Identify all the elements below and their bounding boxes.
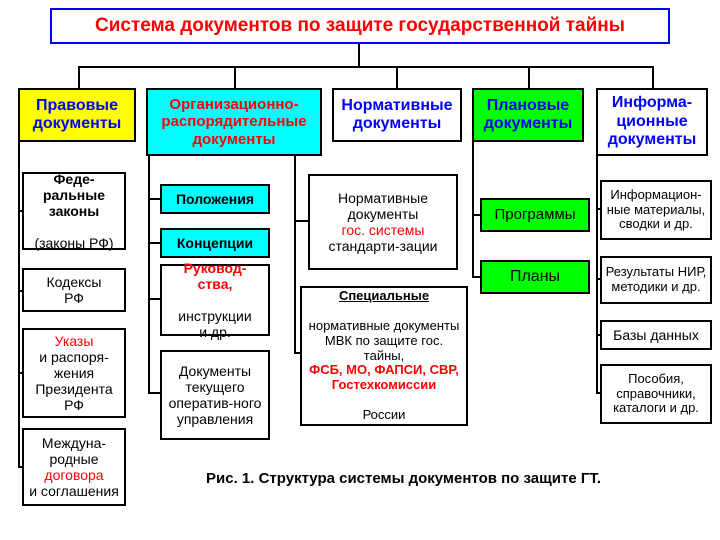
main-cat-0: Правовые документы (18, 88, 136, 142)
norm-box-0: Нормативные документы гос. системы станд… (308, 174, 458, 270)
legal-box-0: Феде-ральныезаконы(законы РФ) (22, 172, 126, 250)
connector-hstem-5 (148, 242, 160, 244)
main-cat-4: Информа-ционные документы (596, 88, 708, 156)
main-cat-3: Плановые документы (472, 88, 584, 142)
org-box-2: Руковод-ства,инструкциии др. (160, 264, 270, 336)
connector-drop-2 (396, 66, 398, 88)
norm-box-1: Специальныенормативные документы МВК по … (300, 286, 468, 426)
connector-hstem-8 (294, 220, 308, 222)
connector-vstem-2 (294, 122, 296, 354)
connector-vstem-4 (596, 130, 598, 394)
title-box: Система документов по защите государстве… (50, 8, 670, 44)
org-box-0: Положения (160, 184, 270, 214)
main-cat-1: Организационно-распорядительные документ… (146, 88, 322, 156)
connector-drop-0 (78, 66, 80, 88)
connector-hstem-4 (148, 198, 160, 200)
connector-top-horizontal (78, 66, 654, 68)
plan-box-0: Программы (480, 198, 590, 232)
info-box-2: Базы данных (600, 320, 712, 350)
diagram-canvas: Система документов по защите государстве… (0, 0, 720, 540)
info-box-0: Информацион-ные материалы, сводки и др. (600, 180, 712, 240)
org-box-3: Документы текущего оператив-ного управле… (160, 350, 270, 440)
main-cat-2: Нормативные документы (332, 88, 462, 142)
connector-title-stem (358, 44, 360, 66)
connector-hstem-11 (472, 276, 480, 278)
org-box-1: Концепции (160, 228, 270, 258)
connector-vstem-3 (472, 122, 474, 278)
info-box-1: Результаты НИР, методики и др. (600, 256, 712, 304)
connector-hstem-6 (148, 298, 160, 300)
connector-hstem-7 (148, 392, 160, 394)
plan-box-1: Планы (480, 260, 590, 294)
figure-caption: Рис. 1. Структура системы документов по … (206, 470, 601, 487)
connector-drop-3 (528, 66, 530, 88)
connector-drop-4 (652, 66, 654, 88)
connector-drop-1 (234, 66, 236, 88)
legal-box-2: Указы и распоря-жения Президента РФ (22, 328, 126, 418)
info-box-3: Пособия, справочники, каталоги и др. (600, 364, 712, 424)
connector-vstem-1 (148, 130, 150, 394)
legal-box-1: КодексыРФ (22, 268, 126, 312)
legal-box-3: Междуна-родные договора и соглашения (22, 428, 126, 506)
connector-hstem-10 (472, 214, 480, 216)
connector-vstem-0 (18, 122, 20, 468)
